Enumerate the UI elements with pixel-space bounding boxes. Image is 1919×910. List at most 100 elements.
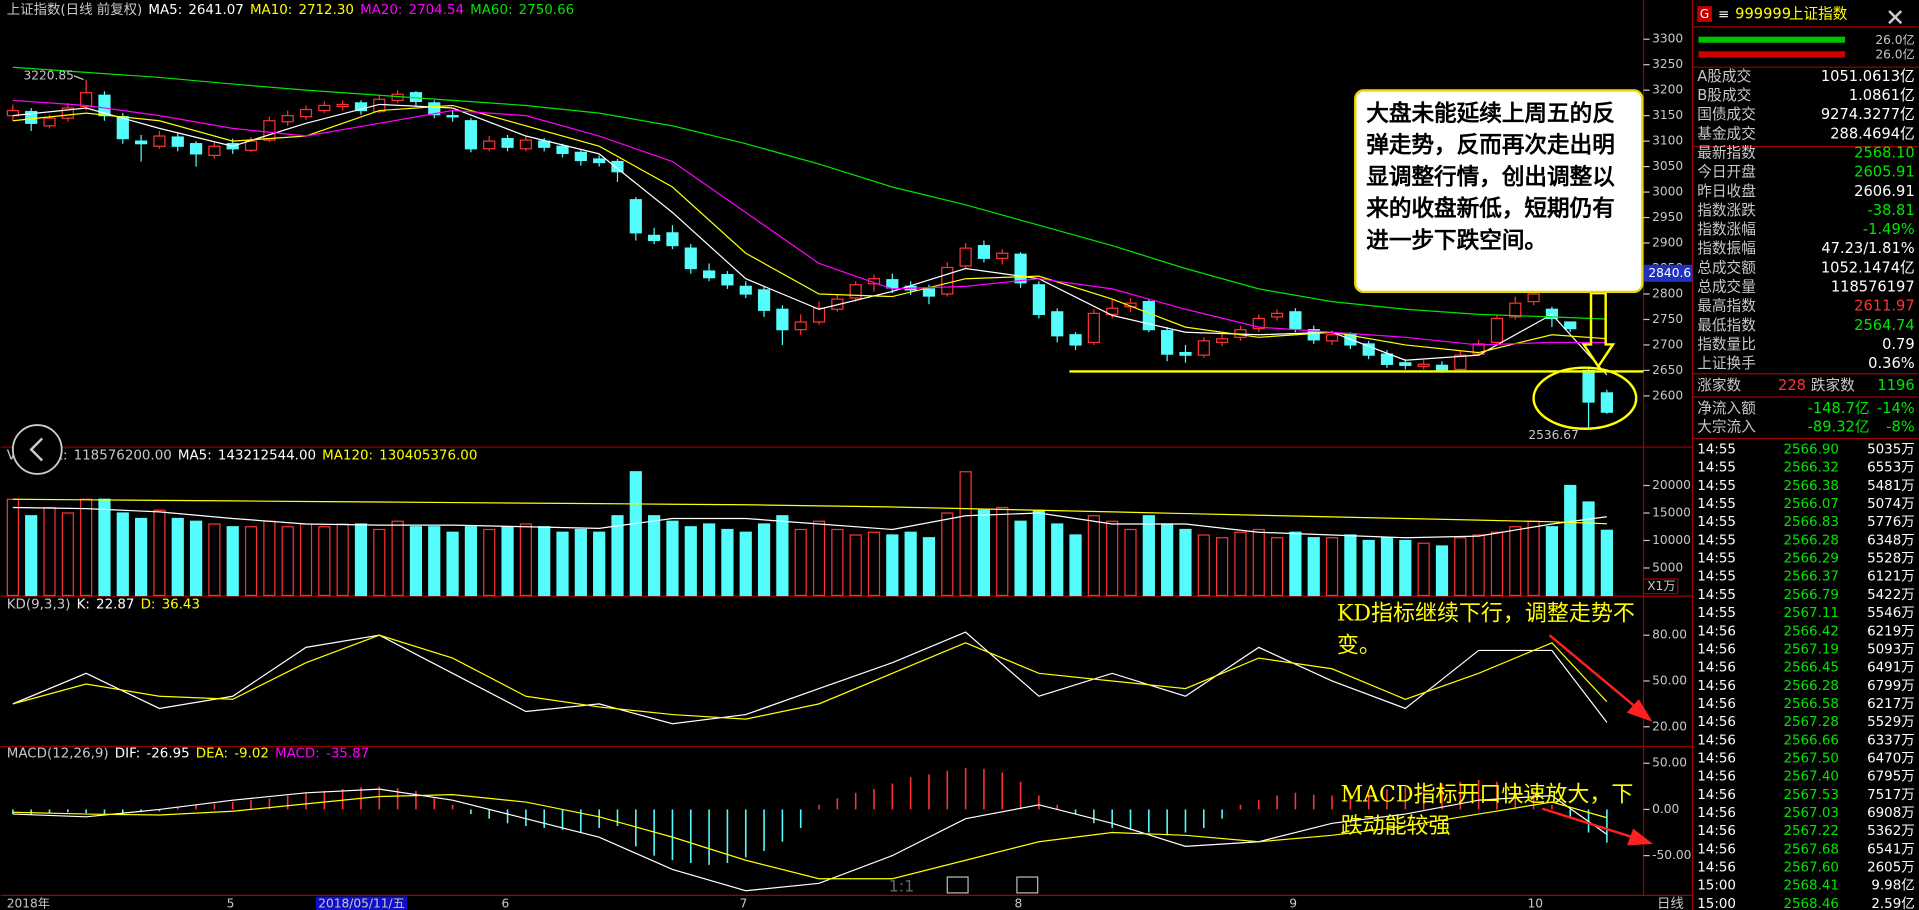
candle-body xyxy=(538,140,551,148)
series-line xyxy=(12,788,1608,892)
tick-time: 14:56 xyxy=(1697,697,1736,712)
x-tick-label: 10 xyxy=(1527,896,1543,910)
tick-price: 2566.07 xyxy=(1783,497,1839,512)
series-line xyxy=(12,634,1608,720)
stat-value: 0.79 xyxy=(1882,336,1915,353)
header-item: 2712.30 xyxy=(298,3,354,18)
tick-price: 2567.68 xyxy=(1783,842,1839,857)
stat-value: 2568.10 xyxy=(1854,145,1915,162)
volume-bar xyxy=(849,534,862,597)
stat-value: 0.36% xyxy=(1868,355,1915,372)
candle-body xyxy=(1325,334,1339,342)
stat-label: B股成交 xyxy=(1697,86,1751,104)
tick-time: 14:55 xyxy=(1697,515,1736,530)
tick-time: 14:55 xyxy=(1697,443,1736,458)
header-item: 2750.66 xyxy=(519,3,575,18)
header-item: 2704.54 xyxy=(409,3,465,18)
x-tick-label: 7 xyxy=(740,896,748,910)
volume-bar xyxy=(1051,523,1064,597)
kd-note-text: KD指标继续下行，调整走势不变。 xyxy=(1336,600,1635,659)
candle-body xyxy=(1380,353,1394,365)
y-tick-label: 0.00 xyxy=(1652,802,1679,816)
tick-price: 2566.58 xyxy=(1783,697,1839,712)
candle-body xyxy=(941,266,954,295)
header-item: 2641.07 xyxy=(188,3,244,18)
candle-body xyxy=(281,115,294,123)
volume-bar xyxy=(1545,526,1559,597)
tick-volume: 6908万 xyxy=(1867,806,1915,821)
volume-bar xyxy=(886,534,899,597)
panel-header: MACD(12,26,9) DIF: -26.95 DEA: -9.02 MACD: -35… xyxy=(7,747,369,762)
candle-body xyxy=(794,321,807,331)
header-item: -35.87 xyxy=(326,747,369,762)
volume-bar xyxy=(428,526,441,597)
y-tick-label: 10000 xyxy=(1652,533,1691,547)
y-tick-label: 50.00 xyxy=(1652,756,1687,770)
volume-bar xyxy=(959,471,972,597)
period-label: 日线 xyxy=(1657,896,1684,910)
tick-price: 2567.60 xyxy=(1783,861,1839,876)
y-tick-label: 2950 xyxy=(1652,210,1683,224)
candle-body xyxy=(80,92,93,108)
tick-price: 2567.40 xyxy=(1783,770,1839,785)
candle-body xyxy=(1270,312,1284,318)
zoom-label[interactable]: 1:1 xyxy=(889,876,915,895)
y-tick-label: 2800 xyxy=(1652,286,1683,300)
y-tick-label: 80.00 xyxy=(1652,628,1687,642)
candle-body xyxy=(977,244,991,259)
volume-bar xyxy=(1270,537,1284,597)
candle-body xyxy=(25,110,38,124)
stat-value: 288.4694亿 xyxy=(1830,125,1915,142)
volume-bar xyxy=(1600,529,1613,597)
macd-note-text: MACD指标开口快速放大，下跌动能较强 xyxy=(1340,781,1634,840)
candle-body xyxy=(208,145,221,157)
tick-price: 2567.03 xyxy=(1783,806,1839,821)
tick-price: 2567.50 xyxy=(1783,751,1839,766)
volume-bar xyxy=(629,471,642,597)
stat-label: 最新指数 xyxy=(1697,145,1756,162)
x-tick-label: 2018年 xyxy=(7,896,50,910)
header-item: 130405376.00 xyxy=(379,449,477,464)
volume-bar xyxy=(244,526,258,597)
tick-price: 2566.28 xyxy=(1783,533,1839,548)
ratio-label: 26.0亿 xyxy=(1875,32,1914,47)
candle-body xyxy=(849,284,862,299)
series-line xyxy=(12,498,1607,525)
stat-value: -1.49% xyxy=(1863,221,1915,238)
volume-bar xyxy=(1490,531,1504,597)
settings-icon[interactable] xyxy=(1016,876,1039,894)
volume-bar xyxy=(98,498,111,597)
flow-label: 大宗流入 xyxy=(1697,418,1756,436)
close-button[interactable] xyxy=(1888,10,1903,25)
candle-body xyxy=(776,308,789,331)
candle-body xyxy=(61,107,74,119)
candle-body xyxy=(629,199,642,234)
y-tick-label: 2900 xyxy=(1652,236,1683,250)
tick-time: 14:55 xyxy=(1697,479,1736,494)
back-button[interactable] xyxy=(11,424,63,475)
fit-icon[interactable] xyxy=(946,876,969,894)
stat-label: 最高指数 xyxy=(1697,298,1756,315)
tick-price: 2566.42 xyxy=(1783,624,1839,639)
volume-bar xyxy=(1307,537,1320,597)
tick-volume: 6553万 xyxy=(1867,461,1915,476)
tick-time: 14:56 xyxy=(1697,715,1736,730)
tick-volume: 9.98亿 xyxy=(1871,878,1914,894)
selected-date xyxy=(315,896,408,910)
candle-body xyxy=(43,117,56,127)
stat-label: 指数量比 xyxy=(1697,336,1756,353)
volume-bar xyxy=(1161,523,1174,597)
candle-body xyxy=(648,234,661,242)
flow-value: -89.32亿 xyxy=(1808,419,1870,436)
volume-bar xyxy=(25,515,38,597)
volume-bar xyxy=(116,512,129,597)
nav-icon[interactable] xyxy=(11,424,63,475)
volume-bar xyxy=(1014,520,1027,597)
stat-label: A股成交 xyxy=(1697,67,1751,85)
volume-bar xyxy=(666,520,679,597)
series-line xyxy=(12,794,1608,880)
candle-body xyxy=(1564,321,1577,330)
tick-time: 14:56 xyxy=(1697,642,1736,657)
